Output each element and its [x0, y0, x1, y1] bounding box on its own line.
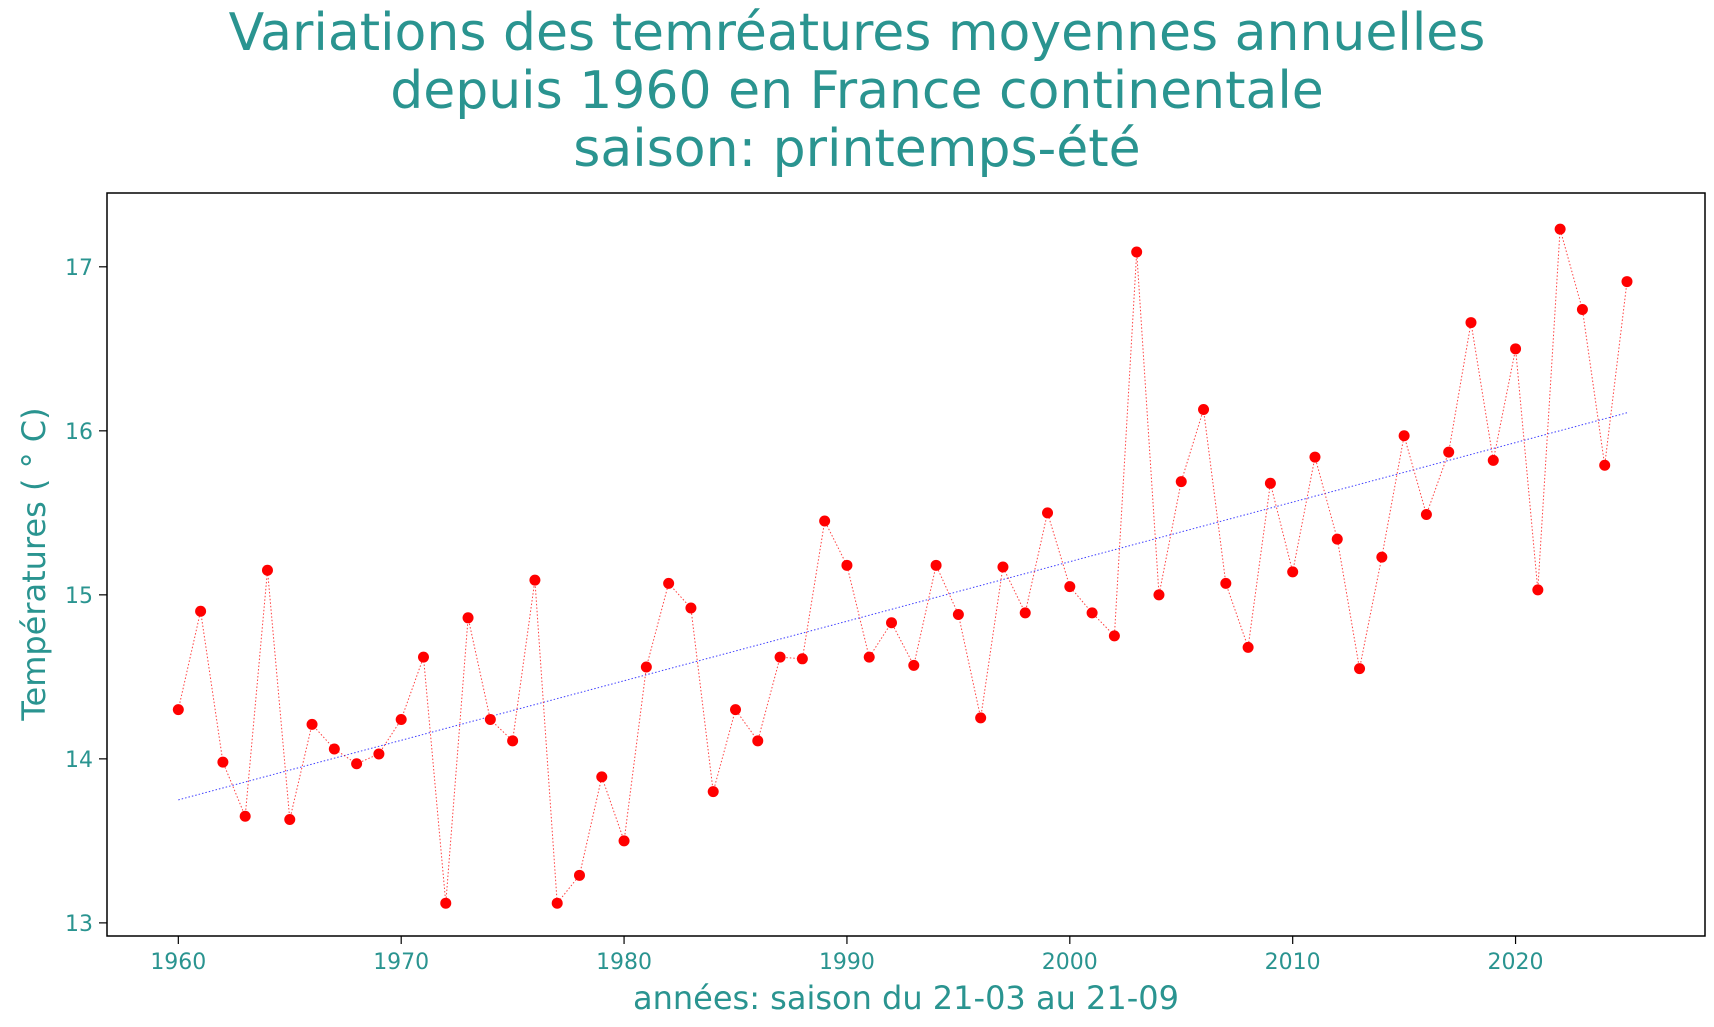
data-point [886, 617, 898, 629]
data-point [1064, 581, 1076, 593]
data-point [1465, 317, 1477, 329]
data-point [1198, 404, 1210, 416]
data-point [507, 735, 519, 747]
y-axis-label: Températures ( ° C) [15, 407, 53, 721]
data-point [1309, 451, 1321, 463]
data-point [551, 897, 563, 909]
data-point [1599, 459, 1611, 471]
y-tick-label: 17 [65, 256, 93, 281]
data-point [863, 651, 875, 663]
data-point [618, 835, 630, 847]
data-point [640, 661, 652, 673]
data-point [596, 771, 608, 783]
data-point [1554, 223, 1566, 235]
data-point [373, 748, 385, 760]
data-point [1042, 507, 1054, 519]
data-point [1354, 663, 1366, 675]
data-point [1510, 343, 1522, 355]
x-tick-label: 2000 [1042, 950, 1098, 975]
data-point [529, 574, 541, 586]
data-point [1108, 630, 1120, 642]
x-axis-ticks: 1960 1970 1980 1990 2000 2010 2020 [150, 936, 1544, 975]
data-point [1331, 533, 1343, 545]
data-point [707, 786, 719, 798]
series-layer [172, 223, 1633, 909]
data-point [730, 704, 742, 716]
chart-title-line-2: depuis 1960 en France continentale [390, 61, 1324, 121]
data-point [774, 651, 786, 663]
x-axis-label: années: saison du 21-03 au 21-09 [633, 979, 1179, 1017]
data-point [217, 756, 229, 768]
x-tick-label: 2010 [1265, 950, 1321, 975]
data-point [1398, 430, 1410, 442]
data-point [685, 602, 697, 614]
y-tick-label: 13 [65, 912, 93, 937]
chart-title-line-1: Variations des temréatures moyennes annu… [228, 3, 1486, 63]
trend-line [178, 412, 1628, 801]
data-point [1019, 607, 1031, 619]
plot-frame [106, 192, 1706, 937]
x-tick-label: 1990 [819, 950, 875, 975]
data-point [1131, 246, 1143, 258]
x-tick-label: 1960 [150, 950, 206, 975]
data-point [975, 712, 987, 724]
data-point [239, 810, 251, 822]
data-point [1621, 276, 1633, 288]
data-point [328, 743, 340, 755]
data-point [1576, 303, 1588, 315]
y-tick-label: 14 [65, 748, 93, 773]
chart-title-line-3: saison: printemps-été [573, 119, 1141, 179]
y-tick-label: 16 [65, 420, 93, 445]
data-point [573, 869, 585, 881]
data-point [440, 897, 452, 909]
data-point [1420, 508, 1432, 520]
data-point [462, 612, 474, 624]
data-point [930, 559, 942, 571]
data-point [484, 713, 496, 725]
x-tick-label: 2020 [1488, 950, 1544, 975]
data-point [417, 651, 429, 663]
data-point [284, 814, 296, 826]
data-point [1153, 589, 1165, 601]
data-point [1264, 477, 1276, 489]
data-point [1532, 584, 1544, 596]
data-point [1287, 566, 1299, 578]
data-point [908, 659, 920, 671]
data-point [1443, 446, 1455, 458]
y-axis-ticks: 13 14 15 16 17 [65, 256, 107, 937]
y-tick-label: 15 [65, 584, 93, 609]
data-point [261, 564, 273, 576]
x-tick-label: 1970 [373, 950, 429, 975]
data-point [796, 653, 808, 665]
data-point [306, 718, 318, 730]
trend-layer [178, 412, 1628, 801]
series-line [177, 228, 1628, 905]
data-point [351, 758, 363, 770]
data-point [195, 605, 207, 617]
data-point [752, 735, 764, 747]
chart-title: Variations des temréatures moyennes annu… [0, 4, 1714, 178]
data-point [1242, 641, 1254, 653]
data-point [841, 559, 853, 571]
data-point [1376, 551, 1388, 563]
data-point [1487, 454, 1499, 466]
data-point [997, 561, 1009, 573]
data-point [172, 704, 184, 716]
data-point [952, 609, 964, 621]
data-point [1086, 607, 1098, 619]
data-point [819, 515, 831, 527]
data-point [663, 577, 675, 589]
data-point [1175, 476, 1187, 488]
data-point [395, 713, 407, 725]
data-point [1220, 577, 1232, 589]
x-tick-label: 1980 [596, 950, 652, 975]
